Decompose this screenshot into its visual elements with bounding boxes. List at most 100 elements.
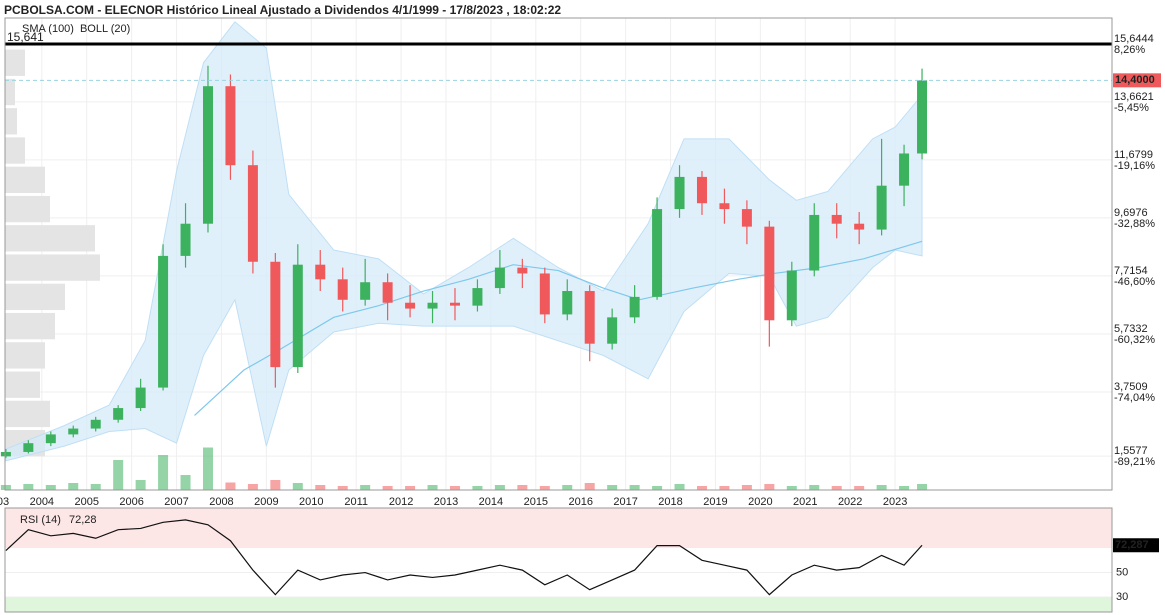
x-tick-label: 2015	[524, 496, 548, 508]
volume-bar	[899, 486, 910, 490]
candle-body	[607, 317, 618, 344]
volume-profile-bar	[5, 108, 17, 135]
volume-bar	[270, 480, 281, 490]
candle-body	[786, 270, 797, 321]
candle-body	[270, 261, 281, 368]
y-tick-change: -60,32%	[1114, 334, 1155, 346]
volume-bar	[584, 483, 595, 490]
volume-bar	[562, 485, 573, 490]
x-tick-label: 2010	[299, 496, 323, 508]
volume-bar	[292, 483, 303, 490]
candle-body	[180, 223, 191, 256]
rsi-last-box	[1113, 538, 1159, 553]
volume-bar	[45, 485, 56, 490]
candle-body	[517, 267, 528, 274]
x-tick-label: 2020	[748, 496, 772, 508]
candle-body	[337, 279, 348, 300]
candle-body	[427, 302, 438, 309]
volume-bar	[449, 486, 460, 490]
candle-body	[917, 80, 928, 154]
candle-body	[360, 282, 371, 300]
y-tick-change: 8,26%	[1114, 44, 1145, 56]
candle-body	[405, 302, 416, 309]
candle-body	[719, 203, 730, 210]
candle-body	[292, 264, 303, 368]
plot-frame	[4, 17, 1113, 491]
volume-bar	[472, 486, 483, 490]
candle-body	[831, 214, 842, 224]
candle-body	[674, 176, 685, 210]
candle-body	[539, 273, 550, 315]
x-tick-label: 2011	[344, 496, 368, 508]
volume-profile-bar	[5, 371, 40, 398]
candle-body	[652, 209, 663, 297]
volume-bar	[382, 486, 393, 490]
last-price-box	[1113, 73, 1161, 88]
volume-bar	[652, 486, 663, 490]
y-tick-label: 50	[1116, 566, 1128, 578]
volume-bar	[809, 485, 820, 490]
candle-body	[45, 434, 56, 444]
candle-body	[382, 282, 393, 303]
volume-bar	[158, 455, 169, 490]
candle-body	[562, 291, 573, 315]
volume-bar	[674, 484, 685, 490]
candle-body	[225, 86, 236, 166]
volume-bar	[607, 485, 618, 490]
volume-bar	[68, 483, 79, 490]
volume-bar	[719, 486, 730, 490]
x-tick-label: 2004	[30, 496, 54, 508]
volume-bar	[247, 484, 258, 490]
reference-label: 15,641	[7, 30, 44, 44]
y-tick-label: 7,7154	[1114, 265, 1148, 277]
volume-bar	[786, 486, 797, 490]
y-tick-label: 1,5577	[1114, 445, 1148, 457]
candle-body	[113, 408, 124, 420]
volume-bar	[225, 482, 236, 490]
rsi-frame	[4, 507, 1113, 613]
x-tick-label: 2006	[119, 496, 143, 508]
y-tick-label: 9,6976	[1114, 207, 1148, 219]
rsi-last-label: 72,287	[1115, 539, 1149, 551]
volume-bar	[854, 486, 865, 490]
volume-bar	[539, 486, 550, 490]
plot-area	[0, 18, 1112, 490]
candle-body	[629, 296, 640, 318]
legend-entry: BOLL (20)	[80, 23, 130, 35]
volume-bar	[629, 485, 640, 490]
x-tick-label: 2023	[883, 496, 907, 508]
volume-bar	[23, 484, 34, 490]
rsi-line	[5, 519, 923, 596]
candle-body	[158, 255, 169, 388]
candle-body	[854, 223, 865, 230]
x-tick-label: 2013	[434, 496, 458, 508]
y-tick-change: -89,21%	[1114, 456, 1155, 468]
volume-profile-bar	[5, 400, 50, 428]
x-tick-label: 2018	[658, 496, 682, 508]
volume-bar	[831, 486, 842, 490]
candle-body	[494, 267, 505, 289]
y-tick-change: -32,88%	[1114, 218, 1155, 230]
y-tick-change: -19,16%	[1114, 160, 1155, 172]
volume-bar	[917, 484, 928, 490]
y-tick-label: 3,7509	[1114, 381, 1148, 393]
chart-title: PCBOLSA.COM - ELECNOR Histórico Lineal A…	[4, 3, 561, 17]
candle-body	[247, 165, 258, 262]
volume-bar	[337, 486, 348, 490]
candle-body	[809, 214, 820, 271]
x-tick-label: 2003	[0, 496, 9, 508]
x-tick-label: 2008	[209, 496, 233, 508]
y-tick-label: 13,6621	[1114, 91, 1154, 103]
candle-body	[135, 387, 146, 409]
x-tick-label: 2021	[793, 496, 817, 508]
rsi-title-value: 72,28	[69, 514, 97, 526]
volume-bar	[90, 484, 101, 490]
volume-bar	[135, 480, 146, 490]
x-tick-label: 2016	[568, 496, 592, 508]
candle-body	[899, 153, 910, 186]
y-tick-change: -74,04%	[1114, 392, 1155, 404]
y-tick-label: 15,6444	[1114, 33, 1154, 45]
x-tick-label: 2014	[479, 496, 503, 508]
candle-body	[741, 209, 752, 227]
